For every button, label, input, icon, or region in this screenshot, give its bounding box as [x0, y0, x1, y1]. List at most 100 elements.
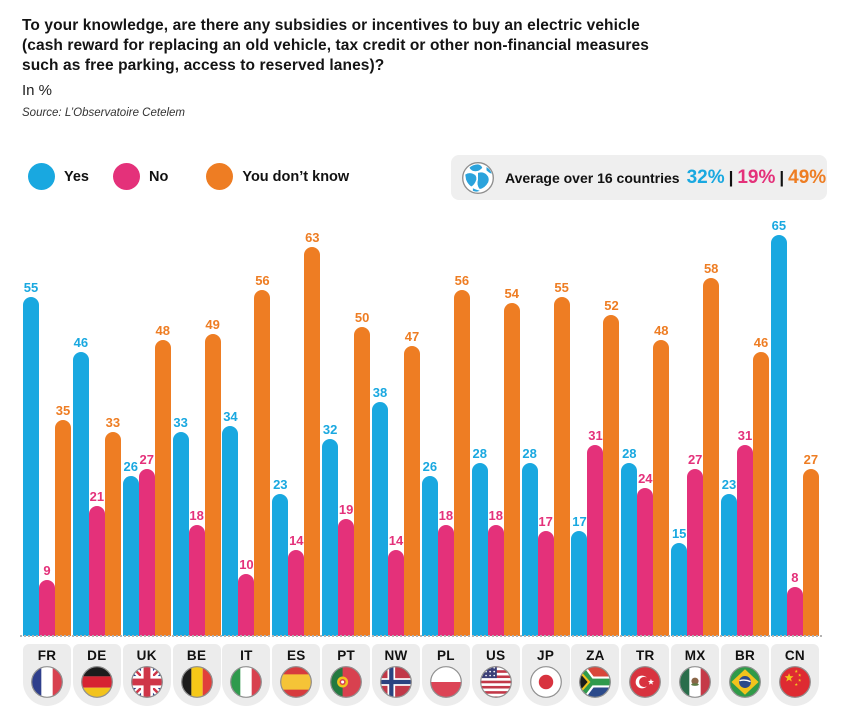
bar-segment [254, 290, 271, 636]
page-title: To your knowledge, are there any subsidi… [22, 16, 649, 76]
bar-value-label: 19 [338, 502, 354, 517]
bar-yes-tr: 28 [621, 447, 638, 636]
bar-value-label: 9 [43, 563, 51, 578]
country-badge-be: BE [172, 644, 221, 706]
bar-segment [104, 432, 121, 636]
bar-value-label: 15 [671, 526, 687, 541]
bar-value-label: 50 [354, 310, 370, 325]
bar-value-label: 35 [55, 403, 71, 418]
bar-you-don-t-know-cn: 27 [802, 453, 819, 636]
bar-yes-de: 46 [72, 335, 89, 636]
country-code-label: MX [684, 648, 706, 663]
flag-pt-icon [330, 666, 363, 698]
bar-no-us: 18 [487, 509, 504, 636]
bar-segment [122, 476, 139, 636]
country-badge-br: BR [721, 644, 770, 706]
legend-label-no: No [149, 168, 169, 185]
title-line-1: To your knowledge, are there any subsidi… [22, 17, 640, 34]
bar-value-label: 23 [273, 477, 288, 492]
flag-it-icon [230, 666, 263, 698]
bar-segment [238, 574, 255, 636]
bar-no-uk: 27 [138, 452, 155, 636]
bar-segment [288, 550, 305, 636]
chart-legend: Yes No You don’t know [28, 163, 373, 190]
bar-value-label: 58 [703, 261, 719, 276]
bar-yes-it: 34 [222, 410, 239, 636]
flag-pl-icon [429, 666, 462, 698]
country-code-label: TR [636, 648, 655, 663]
bar-no-jp: 17 [537, 515, 554, 636]
country-flag-row: FR DE UK BE IT ES PT NW PL US JP ZA TR MX BR CN [23, 644, 819, 706]
bar-segment [471, 463, 488, 636]
bar-value-label: 63 [305, 230, 320, 245]
bar-value-label: 28 [522, 446, 537, 461]
title-line-3: such as free parking, access to reserved… [22, 57, 385, 74]
bar-segment [703, 278, 720, 636]
bar-group-jp: 28 17 55 [521, 281, 570, 636]
bar-segment [802, 469, 819, 636]
bar-value-label: 8 [791, 570, 799, 585]
bar-value-label: 27 [139, 452, 154, 467]
country-badge-fr: FR [23, 644, 71, 706]
bar-value-label: 54 [504, 286, 519, 301]
average-value-yes: 32% [686, 166, 725, 188]
bar-segment [637, 488, 654, 636]
legend-dot-yes [28, 163, 55, 190]
flag-za-icon [579, 666, 612, 698]
bar-yes-es: 23 [272, 477, 289, 636]
flag-uk-icon [130, 666, 163, 698]
country-code-label: IT [240, 648, 253, 663]
bar-value-label: 46 [73, 335, 89, 350]
bar-segment [138, 469, 155, 636]
bar-value-label: 56 [454, 273, 470, 288]
bar-value-label: 52 [604, 298, 619, 313]
bar-segment [770, 235, 787, 636]
bar-segment [404, 346, 421, 636]
bar-value-label: 38 [372, 385, 388, 400]
bar-value-label: 55 [23, 280, 39, 295]
bar-segment [338, 519, 355, 636]
bar-segment [653, 340, 670, 636]
bar-value-label: 48 [654, 323, 669, 338]
title-line-2: (cash reward for replacing an old vehicl… [22, 37, 649, 54]
bar-group-cn: 65 8 27 [770, 219, 819, 636]
bar-no-za: 31 [587, 429, 604, 636]
bar-segment [786, 587, 803, 636]
country-code-label: PL [436, 648, 455, 663]
bar-segment [204, 334, 221, 636]
bar-group-uk: 26 27 48 [122, 324, 171, 636]
bar-you-don-t-know-uk: 48 [154, 324, 171, 636]
bar-no-fr: 9 [39, 564, 55, 636]
bar-value-label: 21 [89, 489, 105, 504]
bar-value-label: 46 [753, 335, 769, 350]
bar-you-don-t-know-fr: 35 [55, 404, 71, 636]
bar-you-don-t-know-pl: 56 [453, 273, 470, 636]
source-credit: Source: L’Observatoire Cetelem [22, 107, 185, 119]
bar-value-label: 14 [289, 533, 304, 548]
country-badge-de: DE [72, 644, 121, 706]
country-code-label: BE [186, 648, 207, 663]
bar-segment [72, 352, 89, 636]
country-code-label: CN [784, 648, 805, 663]
country-badge-mx: MX [671, 644, 720, 706]
bar-group-it: 34 10 56 [222, 274, 271, 636]
flag-cn-icon [778, 666, 811, 698]
legend-label-dont-know: You don’t know [242, 168, 350, 185]
bar-group-za: 17 31 52 [571, 298, 620, 636]
bar-segment [304, 247, 321, 636]
bar-segment [687, 469, 704, 636]
bar-yes-uk: 26 [122, 460, 139, 636]
legend-item-no: No [113, 163, 182, 190]
average-value-no: 19% [737, 166, 776, 188]
bar-yes-pt: 32 [322, 423, 339, 636]
country-badge-cn: CN [770, 644, 819, 706]
bar-segment [603, 315, 620, 636]
bar-segment [222, 426, 239, 636]
bar-group-mx: 15 27 58 [671, 261, 720, 636]
bar-segment [437, 525, 454, 636]
bar-yes-nw: 38 [372, 385, 389, 636]
bar-no-be: 18 [188, 509, 205, 636]
bar-value-label: 31 [737, 428, 753, 443]
bar-you-don-t-know-mx: 58 [703, 261, 720, 636]
